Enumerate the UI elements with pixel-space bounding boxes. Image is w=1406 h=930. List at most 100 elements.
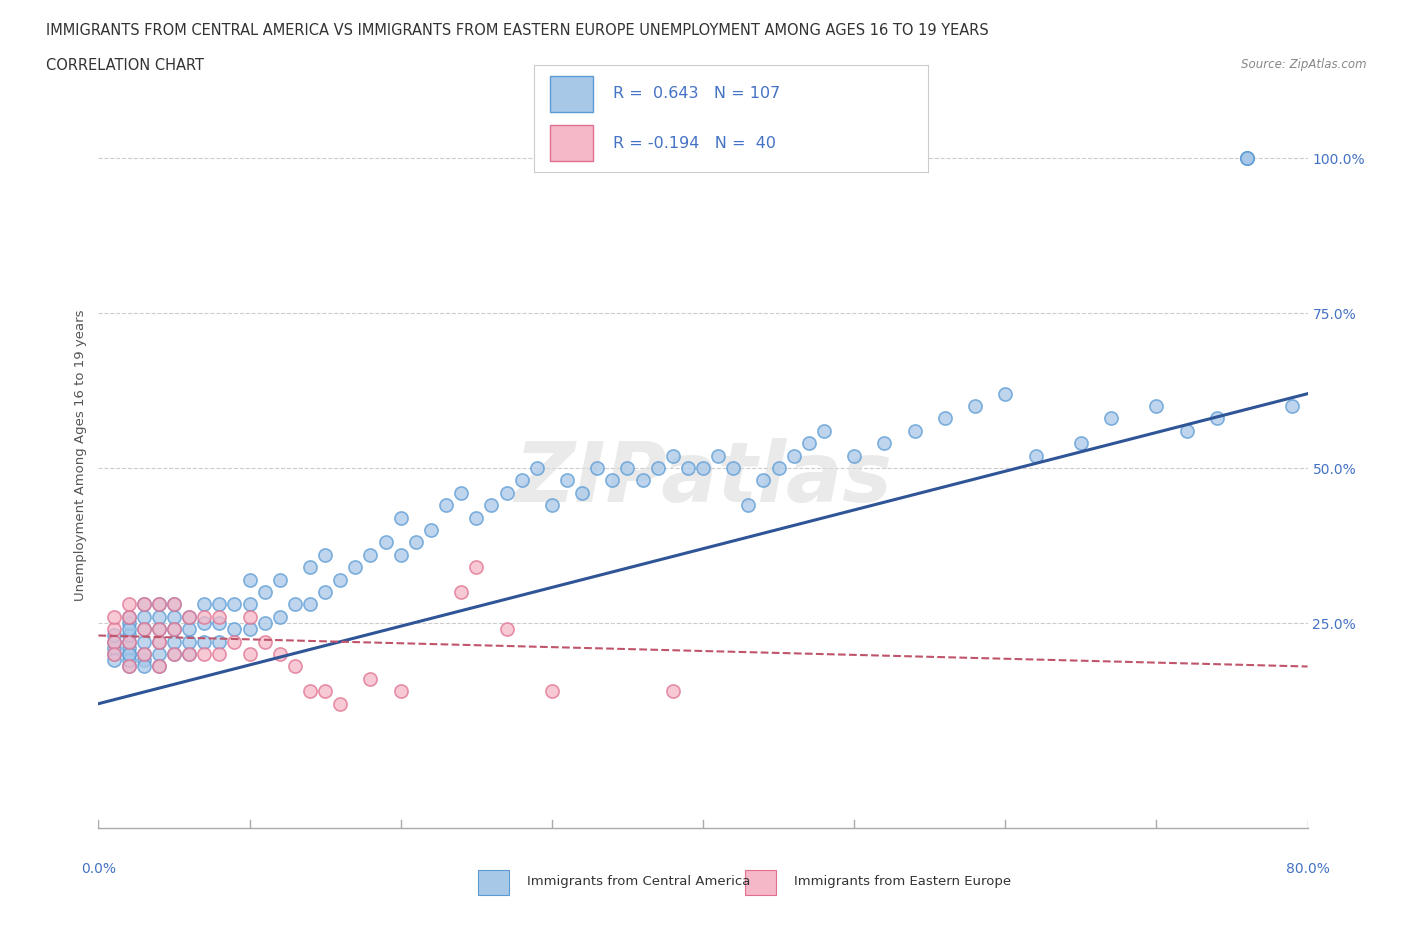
Point <box>148 634 170 649</box>
Text: IMMIGRANTS FROM CENTRAL AMERICA VS IMMIGRANTS FROM EASTERN EUROPE UNEMPLOYMENT A: IMMIGRANTS FROM CENTRAL AMERICA VS IMMIG… <box>46 23 990 38</box>
Point <box>1175 423 1198 438</box>
Point <box>994 386 1017 401</box>
Point <box>1236 151 1258 166</box>
Point <box>1206 411 1229 426</box>
Point <box>797 436 820 451</box>
Point <box>586 460 609 475</box>
Point <box>179 609 201 624</box>
Point <box>540 684 562 698</box>
Point <box>662 448 685 463</box>
Point <box>224 597 246 612</box>
FancyBboxPatch shape <box>550 125 593 162</box>
Point <box>148 597 170 612</box>
Point <box>676 460 699 475</box>
Point <box>284 597 307 612</box>
Text: CORRELATION CHART: CORRELATION CHART <box>46 58 204 73</box>
Point <box>118 609 141 624</box>
Point <box>737 498 759 512</box>
Point <box>103 634 125 649</box>
Point <box>768 460 790 475</box>
Point <box>465 560 488 575</box>
Point <box>163 597 186 612</box>
Point <box>873 436 896 451</box>
Point <box>389 684 412 698</box>
Point <box>148 659 170 674</box>
Point <box>314 548 336 563</box>
Point <box>148 622 170 637</box>
Point <box>1070 436 1092 451</box>
Point <box>208 609 231 624</box>
Text: Source: ZipAtlas.com: Source: ZipAtlas.com <box>1241 58 1367 71</box>
Point <box>103 646 125 661</box>
Point <box>1144 399 1167 414</box>
Point <box>239 609 262 624</box>
Point <box>299 684 322 698</box>
Point <box>1099 411 1122 426</box>
Point <box>208 616 231 631</box>
Point <box>783 448 806 463</box>
Point <box>420 523 443 538</box>
Point <box>179 622 201 637</box>
Text: R =  0.643   N = 107: R = 0.643 N = 107 <box>613 86 780 101</box>
Point <box>723 460 745 475</box>
Point <box>299 560 322 575</box>
Point <box>269 572 291 587</box>
Point <box>179 646 201 661</box>
Point <box>118 622 141 637</box>
Text: Immigrants from Eastern Europe: Immigrants from Eastern Europe <box>794 875 1011 888</box>
Point <box>239 597 262 612</box>
Point <box>450 585 472 600</box>
Point <box>965 399 987 414</box>
Point <box>163 622 186 637</box>
Point <box>269 646 291 661</box>
Point <box>193 609 215 624</box>
Point <box>179 646 201 661</box>
Point <box>314 585 336 600</box>
Point <box>118 616 141 631</box>
Point <box>103 628 125 643</box>
Point <box>132 646 155 661</box>
Point <box>193 646 215 661</box>
Point <box>148 622 170 637</box>
Point <box>284 659 307 674</box>
Point <box>118 646 141 661</box>
Point <box>602 473 624 488</box>
Point <box>389 511 412 525</box>
Point <box>208 634 231 649</box>
Point <box>148 609 170 624</box>
Point <box>118 646 141 661</box>
Point <box>132 609 155 624</box>
FancyBboxPatch shape <box>550 76 593 113</box>
Point <box>179 634 201 649</box>
Point <box>495 485 517 500</box>
Point <box>148 634 170 649</box>
Point <box>148 659 170 674</box>
Point <box>208 597 231 612</box>
Point <box>405 535 427 550</box>
Point <box>132 653 155 668</box>
Point <box>239 622 262 637</box>
Point <box>571 485 593 500</box>
Point <box>163 646 186 661</box>
Point <box>329 697 352 711</box>
Point <box>103 634 125 649</box>
Point <box>904 423 927 438</box>
Point <box>132 597 155 612</box>
Point <box>253 634 276 649</box>
Point <box>193 634 215 649</box>
Point <box>555 473 578 488</box>
Text: Immigrants from Central America: Immigrants from Central America <box>527 875 751 888</box>
Text: ZIPatlas: ZIPatlas <box>515 437 891 519</box>
Point <box>314 684 336 698</box>
Point <box>208 646 231 661</box>
Point <box>540 498 562 512</box>
Point <box>163 597 186 612</box>
Y-axis label: Unemployment Among Ages 16 to 19 years: Unemployment Among Ages 16 to 19 years <box>75 310 87 602</box>
Point <box>163 646 186 661</box>
Point <box>118 597 141 612</box>
Text: 80.0%: 80.0% <box>1285 862 1330 876</box>
Point <box>269 609 291 624</box>
Point <box>132 622 155 637</box>
Point <box>132 659 155 674</box>
Point <box>526 460 548 475</box>
